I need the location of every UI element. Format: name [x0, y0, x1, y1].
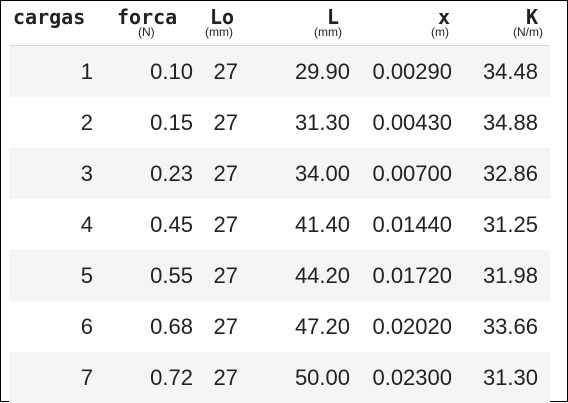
cell-lo: 27 — [213, 263, 238, 288]
cell-x: 0.00430 — [372, 110, 452, 135]
cell-cargas: 7 — [80, 365, 93, 390]
cell-x: 0.02300 — [372, 365, 452, 390]
cell-cargas: 5 — [80, 263, 93, 288]
cell-cargas: 6 — [80, 314, 93, 339]
cell-cargas: 2 — [80, 110, 93, 135]
cell-forca: 0.45 — [150, 212, 193, 237]
cell-k: 32.86 — [482, 161, 538, 186]
cell-k: 33.66 — [482, 314, 538, 339]
cell-cargas: 1 — [80, 59, 93, 84]
cell-x: 0.02020 — [372, 314, 452, 339]
table-row: 6 0.68 27 47.20 0.02020 33.66 — [9, 301, 550, 352]
cell-l: 29.90 — [294, 59, 350, 84]
cell-lo: 27 — [213, 161, 238, 186]
header-unit: (N/m) — [513, 25, 543, 39]
header-k: K (N/m) — [504, 1, 554, 45]
header-cargas: cargas — [9, 1, 109, 45]
cell-lo: 27 — [213, 110, 238, 135]
header-x: x (m) — [419, 1, 459, 45]
cell-lo: 27 — [213, 212, 238, 237]
cell-k: 31.98 — [482, 263, 538, 288]
table-row: 4 0.45 27 41.40 0.01440 31.25 — [9, 199, 550, 250]
table-header: cargas forca (N) Lo (mm) L (mm) x (m) K … — [9, 1, 550, 46]
header-name: Lo — [210, 5, 235, 29]
cell-l: 34.00 — [294, 161, 350, 186]
cell-x: 0.00290 — [372, 59, 452, 84]
table-row: 3 0.23 27 34.00 0.00700 32.86 — [9, 148, 550, 199]
table-row: 1 0.10 27 29.90 0.00290 34.48 — [9, 46, 550, 97]
cell-k: 31.30 — [482, 365, 538, 390]
cell-lo: 27 — [213, 365, 238, 390]
cell-forca: 0.10 — [150, 59, 193, 84]
cell-cargas: 4 — [80, 212, 93, 237]
cell-k: 31.25 — [482, 212, 538, 237]
header-name: forca — [117, 5, 178, 29]
header-forca: forca (N) — [109, 1, 189, 45]
cell-l: 41.40 — [294, 212, 350, 237]
cell-forca: 0.72 — [150, 365, 193, 390]
header-name: K — [526, 5, 539, 29]
cell-l: 31.30 — [294, 110, 350, 135]
cell-l: 47.20 — [294, 314, 350, 339]
cell-forca: 0.23 — [150, 161, 193, 186]
header-l: L (mm) — [299, 1, 359, 45]
cell-k: 34.88 — [482, 110, 538, 135]
header-unit: (N) — [138, 25, 155, 39]
header-unit: (mm) — [314, 25, 342, 39]
cell-x: 0.00700 — [372, 161, 452, 186]
cell-x: 0.01720 — [372, 263, 452, 288]
table-row: 5 0.55 27 44.20 0.01720 31.98 — [9, 250, 550, 301]
cell-lo: 27 — [213, 314, 238, 339]
cell-k: 34.48 — [482, 59, 538, 84]
header-unit: (m) — [431, 25, 449, 39]
cell-forca: 0.15 — [150, 110, 193, 135]
header-name: x — [438, 5, 451, 29]
cell-l: 50.00 — [294, 365, 350, 390]
cell-x: 0.01440 — [372, 212, 452, 237]
header-name: cargas — [13, 5, 86, 29]
cell-l: 44.20 — [294, 263, 350, 288]
cell-lo: 27 — [213, 59, 238, 84]
header-unit: (mm) — [205, 25, 233, 39]
table-row: 7 0.72 27 50.00 0.02300 31.30 — [9, 352, 550, 403]
cell-cargas: 3 — [80, 161, 93, 186]
cell-forca: 0.68 — [150, 314, 193, 339]
cell-forca: 0.55 — [150, 263, 193, 288]
data-table: cargas forca (N) Lo (mm) L (mm) x (m) K … — [9, 1, 550, 403]
header-lo: Lo (mm) — [204, 1, 254, 45]
table-row: 2 0.15 27 31.30 0.00430 34.88 — [9, 97, 550, 148]
header-name: L — [327, 5, 340, 29]
